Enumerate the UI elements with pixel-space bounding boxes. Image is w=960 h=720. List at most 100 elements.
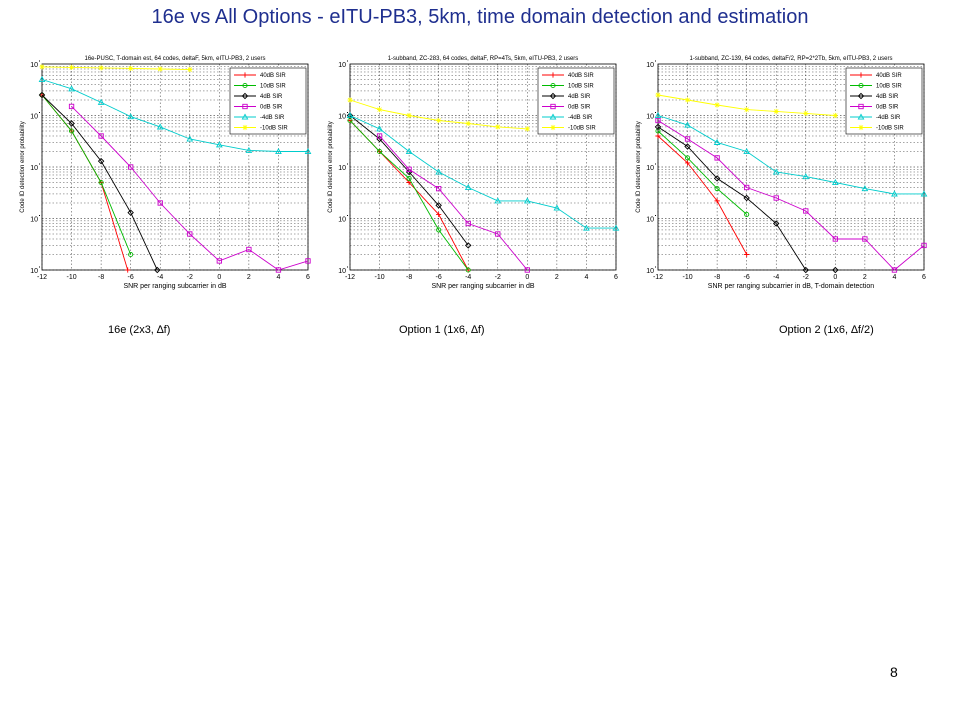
x-tick-label: -4 bbox=[465, 274, 471, 281]
x-tick-label: -4 bbox=[157, 274, 163, 281]
series-line bbox=[379, 135, 528, 271]
series-line bbox=[41, 79, 308, 152]
legend-label: 40dB SIR bbox=[876, 73, 902, 79]
legend-marker bbox=[242, 72, 248, 78]
x-tick-label: -10 bbox=[682, 274, 692, 281]
y-tick-label: 10 bbox=[30, 114, 38, 121]
data-point bbox=[684, 160, 691, 166]
data-point bbox=[654, 123, 662, 131]
data-point bbox=[655, 133, 661, 139]
data-point bbox=[186, 135, 194, 142]
data-point bbox=[187, 66, 193, 73]
data-point bbox=[97, 157, 105, 165]
data-point bbox=[684, 143, 691, 150]
legend-marker bbox=[241, 92, 249, 100]
x-axis-label: SNR per ranging subcarrier in dB, T-doma… bbox=[708, 283, 875, 290]
page-number: 8 bbox=[890, 664, 898, 680]
data-point bbox=[744, 107, 750, 113]
legend-marker bbox=[549, 92, 557, 100]
data-point bbox=[436, 227, 442, 233]
series-line bbox=[657, 120, 925, 271]
x-tick-label: 2 bbox=[555, 274, 559, 281]
series-line bbox=[657, 126, 836, 271]
data-point bbox=[655, 117, 661, 124]
data-point bbox=[98, 179, 104, 186]
data-point bbox=[376, 133, 383, 139]
data-point bbox=[154, 266, 161, 274]
series-3 bbox=[655, 117, 927, 273]
legend-box bbox=[845, 67, 923, 135]
x-tick-label: -2 bbox=[187, 274, 193, 281]
series-3 bbox=[376, 133, 530, 273]
data-point bbox=[494, 197, 502, 204]
data-point bbox=[464, 183, 472, 191]
data-point bbox=[465, 220, 471, 227]
x-tick-label: -8 bbox=[714, 274, 720, 281]
legend-label: 0dB SIR bbox=[876, 105, 899, 111]
x-tick-label: 6 bbox=[922, 274, 926, 281]
data-point bbox=[744, 251, 750, 258]
caption-option-1: Option 1 (1x6, ∆f) bbox=[399, 324, 485, 336]
y-tick-label: 10 bbox=[30, 268, 38, 275]
y-axis-label: Code ID detection error probability bbox=[636, 121, 642, 212]
x-tick-label: 2 bbox=[863, 274, 867, 281]
x-axis-label: SNR per ranging subcarrier in dB bbox=[431, 283, 534, 290]
legend-label: 10dB SIR bbox=[568, 84, 594, 90]
data-point bbox=[654, 111, 662, 119]
series-line bbox=[41, 66, 190, 71]
data-point bbox=[187, 231, 193, 237]
legend-label: 40dB SIR bbox=[568, 73, 594, 79]
chart-option-1-svg: -12 -10 -8 -6 -4 -2 0 2 4 6 10 10 10 10 10 1-subband, Z… bbox=[328, 56, 620, 290]
data-point bbox=[98, 65, 104, 71]
data-point bbox=[495, 124, 501, 130]
data-point bbox=[553, 204, 561, 211]
data-point bbox=[215, 141, 223, 148]
legend-label: -4dB SIR bbox=[876, 115, 901, 121]
y-tick-exponent--3 bbox=[39, 215, 40, 216]
y-tick-exponent--4 bbox=[655, 266, 656, 268]
y-tick-label: 10 bbox=[646, 217, 654, 224]
y-tick-exponent-0 bbox=[347, 60, 348, 62]
legend: 40dB SIR 10dB SIR 4dB SIR 0dB SIR -4dB SIR -1… bbox=[537, 67, 615, 135]
data-point bbox=[773, 195, 779, 201]
legend-label: 4dB SIR bbox=[568, 94, 591, 100]
series-5 bbox=[655, 92, 838, 119]
data-point bbox=[38, 75, 46, 83]
x-tick-label: 6 bbox=[306, 274, 310, 281]
chart-title: 1-subband, ZC-139, 64 codes, deltaF/2, R… bbox=[690, 56, 893, 62]
data-point bbox=[495, 231, 501, 237]
data-point bbox=[803, 110, 809, 116]
data-point bbox=[216, 258, 222, 264]
series-line bbox=[657, 135, 748, 255]
series-line bbox=[657, 115, 924, 195]
data-point bbox=[245, 146, 253, 153]
legend-marker bbox=[550, 124, 556, 131]
legend-marker bbox=[549, 113, 557, 120]
data-point bbox=[436, 185, 442, 192]
x-axis-label: SNR per ranging subcarrier in dB bbox=[123, 283, 226, 290]
axes-box bbox=[41, 63, 309, 271]
data-point bbox=[128, 65, 134, 72]
data-point bbox=[612, 224, 620, 231]
legend-label: -10dB SIR bbox=[260, 126, 288, 132]
series-line bbox=[41, 94, 132, 255]
legend-label: -4dB SIR bbox=[260, 115, 285, 121]
x-tick-label: -12 bbox=[345, 274, 355, 281]
legend-marker bbox=[858, 103, 864, 110]
y-tick-exponent-0 bbox=[39, 60, 40, 62]
x-tick-label: -8 bbox=[406, 274, 412, 281]
x-tick-label: 0 bbox=[833, 274, 837, 281]
y-tick-exponent--1 bbox=[655, 112, 656, 113]
series-4 bbox=[654, 111, 928, 197]
data-point bbox=[406, 112, 412, 119]
data-point bbox=[714, 102, 720, 108]
legend-marker bbox=[858, 82, 864, 89]
x-tick-label: -8 bbox=[98, 274, 104, 281]
series-4 bbox=[38, 75, 312, 155]
data-point bbox=[714, 155, 720, 161]
data-point bbox=[684, 97, 691, 103]
series-1 bbox=[655, 128, 750, 217]
y-tick-label: 10 bbox=[646, 268, 654, 275]
data-point bbox=[773, 108, 779, 115]
legend-marker bbox=[242, 124, 248, 131]
